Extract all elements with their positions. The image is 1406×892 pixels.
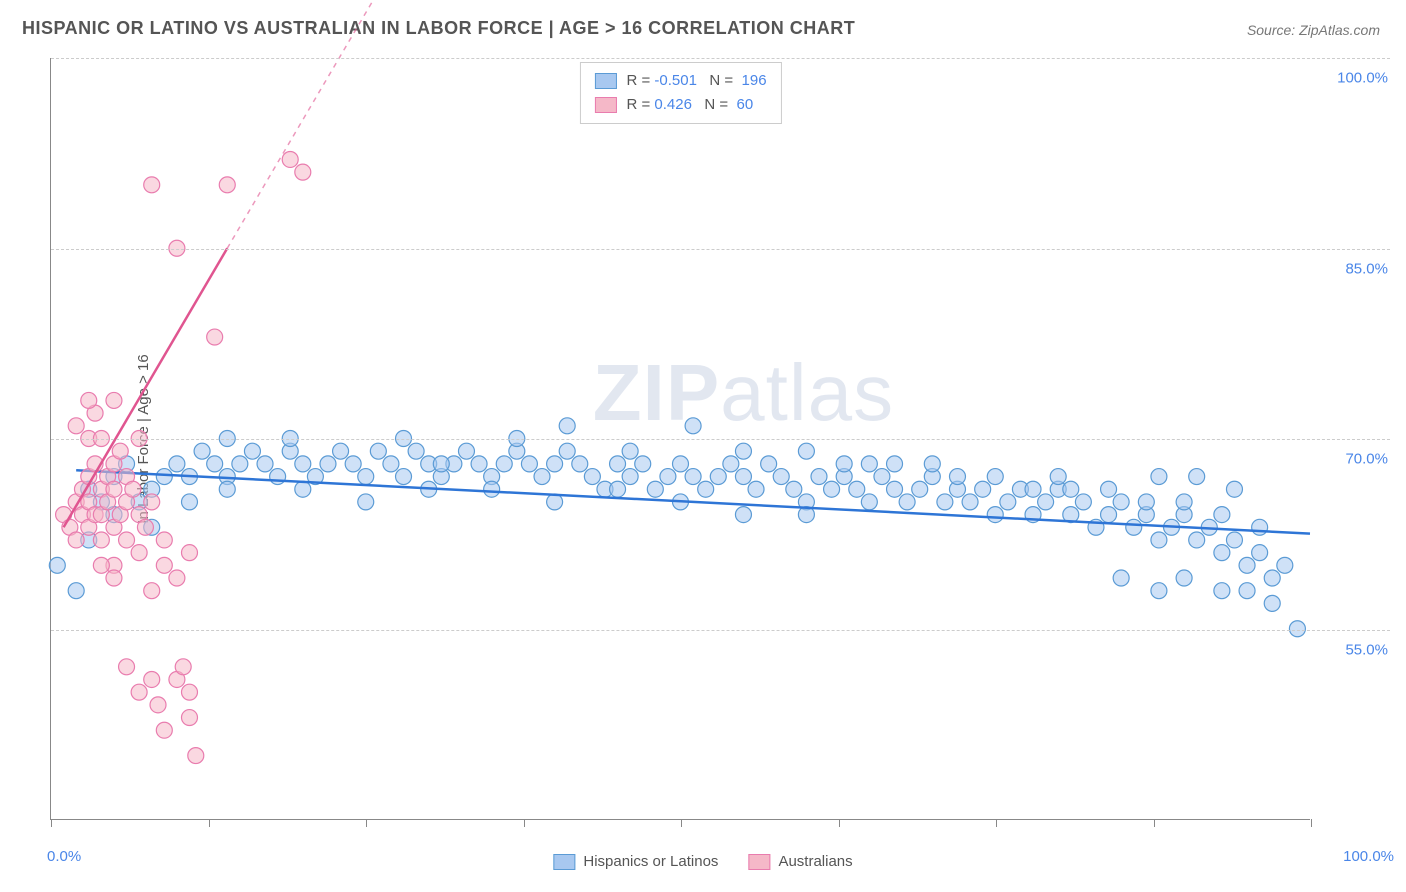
x-tick [209, 819, 210, 827]
legend-row: R = -0.501 N = 196 [594, 69, 766, 93]
x-tick [996, 819, 997, 827]
plot-area: In Labor Force | Age > 16 ZIPatlas 55.0%… [50, 58, 1310, 820]
legend-swatch [594, 97, 616, 113]
y-tick-label: 55.0% [1345, 641, 1388, 658]
y-tick-label: 100.0% [1337, 70, 1388, 87]
gridline [51, 249, 1390, 250]
x-tick [366, 819, 367, 827]
x-tick [839, 819, 840, 827]
y-tick-label: 85.0% [1345, 260, 1388, 277]
x-axis-min-label: 0.0% [47, 848, 81, 865]
chart-title: HISPANIC OR LATINO VS AUSTRALIAN IN LABO… [22, 18, 855, 39]
legend-label: Hispanics or Latinos [583, 853, 718, 870]
legend-swatch [594, 73, 616, 89]
legend-item: Australians [748, 853, 852, 870]
series-legend: Hispanics or Latinos Australians [553, 853, 852, 870]
x-tick [1311, 819, 1312, 827]
gridline [51, 630, 1390, 631]
x-tick [1154, 819, 1155, 827]
legend-label: Australians [778, 853, 852, 870]
source-attribution: Source: ZipAtlas.com [1247, 22, 1380, 38]
legend-swatch [748, 854, 770, 870]
legend-swatch [553, 854, 575, 870]
legend-stat: R = 0.426 N = 60 [626, 93, 753, 117]
gridline [51, 58, 1390, 59]
legend-row: R = 0.426 N = 60 [594, 93, 766, 117]
x-axis-max-label: 100.0% [1343, 848, 1394, 865]
legend-stat: R = -0.501 N = 196 [626, 69, 766, 93]
gridline [51, 439, 1390, 440]
x-tick [524, 819, 525, 827]
legend-item: Hispanics or Latinos [553, 853, 718, 870]
correlation-legend: R = -0.501 N = 196R = 0.426 N = 60 [579, 62, 781, 124]
y-tick-label: 70.0% [1345, 451, 1388, 468]
x-tick [681, 819, 682, 827]
x-tick [51, 819, 52, 827]
